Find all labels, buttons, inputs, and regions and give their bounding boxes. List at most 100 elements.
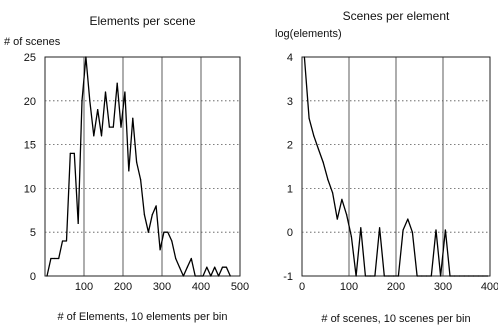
chart1-ytick-label: 5 [30,227,36,239]
chart2-data-point [317,148,320,150]
chart2-title: Scenes per element [343,9,450,23]
chart2-data-point [440,275,442,277]
chart2-data-point [360,227,362,229]
chart1-ytick-label: 0 [30,271,36,283]
chart2-data-point [454,275,456,277]
chart1-xtick-label: 400 [192,281,210,293]
chart1-data-point [124,91,126,93]
chart2-data-point [444,229,446,231]
chart1-data-point [104,91,107,93]
chart2-xtick-label: 400 [481,281,498,293]
chart2-data-point [411,231,414,233]
chart2-data-point [458,275,461,277]
chart2-data-point [463,275,465,277]
chart1-xtick-label: 100 [75,281,93,293]
chart2-ytick-label: 4 [287,52,293,64]
chart2-data-point [430,275,432,277]
chart1-ytick-label: 20 [24,96,36,108]
chart2-data-point [449,275,451,277]
chart1-data-point [221,266,224,268]
chart1-ytick-label: 25 [24,52,36,64]
chart2-data-point [364,275,367,277]
chart1-data-point [73,152,75,154]
chart1-data-point [225,266,227,268]
chart2-data-point [407,218,409,220]
chart1-data-point [50,257,52,260]
chart1-data-point [175,257,177,260]
chart1-data-point [171,240,173,242]
chart2-data-point [421,275,423,277]
chart1-data-point [229,275,231,277]
chart2-data-point [369,275,371,277]
chart2-xlabel: # of scenes, 10 scenes per bin [321,313,470,325]
chart2-data-point [435,229,437,231]
chart1-ytick-label: 10 [24,183,36,195]
chart2-series-line [303,56,488,277]
chart2-data-point [482,275,484,277]
chart1-data-point [206,266,208,268]
chart2-xtick-label: 100 [340,281,358,293]
chart1-data-point [112,126,114,128]
chart2-data-point [336,218,338,220]
chart1-data-point [116,82,118,84]
chart2-data-point [341,198,343,200]
chart1-data-point [136,161,138,163]
chart2-data-point [487,275,489,277]
chart1-data-point [139,179,142,181]
chart2-data-point [355,275,357,277]
chart1-frame [44,56,241,277]
chart1-series-line [46,56,231,277]
chart1-data-point [143,214,146,216]
chart2-data-point [308,117,310,119]
chart2-data-point [468,275,470,277]
chart2-data-point [425,275,428,277]
chart1-data-point [186,266,188,268]
chart2-data-point [331,192,334,194]
chart1-data-point [132,117,134,119]
chart2-panel: -1 0 1 2 3 4 0 100 200 300 400 Scenes per elementlo… [275,9,498,325]
chart2-ytick-label: 2 [287,140,293,152]
chart1-data-point [178,266,181,268]
chart2-data-point [346,214,348,216]
chart1-ytick-label: 15 [24,140,36,152]
chart1-data-point [97,108,99,111]
chart1-data-point [61,240,64,242]
chart1-data-point [155,205,157,207]
chart1-data-point [214,266,216,268]
chart1-data-point [100,135,103,137]
chart1-title: Elements per scene [89,14,195,28]
chart2-data-point [477,275,479,277]
chart2-data-point [397,275,399,277]
chart2-data-point [388,275,390,277]
chart1-data-point [54,257,56,260]
chart2-xtick-label: 200 [387,281,405,293]
chart1-data-point [108,126,110,128]
chart1-data-point [159,249,161,251]
chart2-data-point [374,275,376,277]
chart1-data-point [69,152,71,154]
chart1-data-point [198,275,200,277]
chart2-data-point [472,275,475,277]
chart2-ytick-label: 3 [287,96,293,108]
chart2-data-point [313,135,315,137]
chart1-data-point [163,231,165,233]
chart2-ytick-label: -1 [283,271,293,283]
chart1-data-point [120,126,122,128]
chart1-data-point [194,275,196,277]
chart1-data-point [46,275,48,277]
chart1-data-point [167,231,169,233]
chart1-ylabel: # of scenes [4,36,61,48]
chart1-xtick-label: 300 [153,281,171,293]
chart2-xtick-label: 300 [434,281,452,293]
chart2-xtick-label: 0 [299,281,305,293]
chart1-data-point [147,231,149,233]
chart1-data-point [182,275,185,277]
chart1-data-point [217,275,220,277]
chart2-data-point [416,275,418,277]
chart2-data-point [327,179,329,181]
chart1-panel: 0 5 10 15 20 25 100 200 300 400 500 Elements per sc… [4,14,249,323]
chart2-ytick-label: 0 [287,227,293,239]
chart2-data-point [402,229,404,231]
chart1-data-point [202,275,204,277]
